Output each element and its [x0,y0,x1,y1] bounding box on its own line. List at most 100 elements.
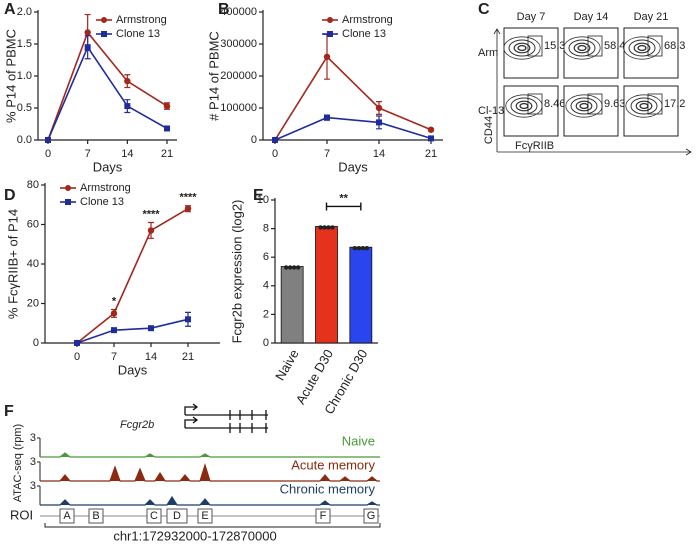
y-tick-label: 2.0 [17,6,32,18]
legend-label: Armstrong [80,182,131,194]
gate [527,35,543,57]
panel-label: A [4,1,16,18]
point [124,103,131,110]
contour [637,44,647,52]
point [148,325,154,332]
point [185,316,191,323]
y-tick-label: 4 [263,280,269,292]
track-name: Naive [342,433,375,448]
point [124,77,131,85]
y-tick-label: 80 [27,179,39,191]
point [375,104,383,112]
track-max: 3 [30,432,36,444]
gate [647,93,663,115]
row-label: Arm [478,47,498,59]
signal-track [40,462,380,482]
x-tick-label: 7 [111,351,117,363]
x-tick-label: 0 [74,351,80,363]
y-tick-label: 0 [33,337,39,349]
contour [515,100,533,112]
roi-label: B [92,510,99,522]
track-max: 3 [30,480,36,492]
point [428,135,434,142]
bar [315,226,338,344]
point [74,340,80,346]
panel-label: F [4,403,14,420]
column-label: Day 7 [517,11,546,23]
replicate-dot [326,225,331,230]
row-label: Cl-13 [478,105,504,117]
y-tick-label: 40 [27,258,39,270]
point [324,114,330,121]
replicate-dot [318,225,323,230]
legend-label: Armstrong [116,14,167,26]
legend-marker [65,185,71,191]
replicate-dot [330,225,335,230]
y-tick-label: 2 [263,308,269,320]
contour [575,100,593,112]
y-tick-label: 100000 [220,102,257,114]
legend-label: Clone 13 [116,28,160,40]
legend-marker [327,31,333,37]
y-axis-title: Fcgr2b expression (log2) [229,200,244,344]
x-axis-title: Days [118,362,148,377]
axis-arrow [493,28,692,156]
point [111,327,117,334]
x-tick-label: 14 [121,148,133,160]
x-tick-label: 7 [324,148,330,160]
plot-frame [563,85,619,137]
plot-frame [623,85,679,137]
gate [647,35,663,57]
x-axis-title: Days [93,159,123,174]
panel-label: D [4,187,16,204]
y-tick-label: 300000 [220,38,257,50]
contour [630,97,658,115]
signal-track [40,495,380,506]
roi-box [59,508,75,524]
legend-marker [65,199,71,205]
x-tick-label: 7 [85,148,91,160]
gate-value: 68.3 [664,40,685,52]
panel-label: E [253,187,264,204]
x-tick-label: 21 [425,148,437,160]
replicate-dot [360,245,366,251]
x-tick-label: 0 [45,148,51,160]
significance: **** [179,192,197,204]
replicate-dot [283,265,289,270]
column-label: Day 14 [574,11,609,23]
contour [517,44,527,52]
roi-label: E [201,510,208,522]
replicate-dot [322,225,327,230]
region-bracket [44,523,381,528]
roi-box [315,508,331,524]
contour [563,36,601,60]
gate [587,93,603,115]
bracket [325,202,362,211]
replicate-dot [295,265,301,270]
point [323,53,331,60]
y-axis-title: ATAC-seq (rpm) [12,424,24,502]
gate [527,93,543,115]
column-label: Day 21 [634,11,669,23]
y-tick-label: 0.5 [17,102,32,114]
x-axis-title: FcγRIIB [515,140,554,152]
series-line [274,116,432,141]
significance: ** [339,192,348,204]
roi-label: D [173,510,181,522]
y-axis-title: % FcγRIIB+ of P14 [5,209,20,319]
plot-frame [503,85,559,137]
contour [635,100,653,112]
y-tick-label: 200000 [220,70,257,82]
track-max: 3 [30,456,36,468]
track-name: Chronic memory [280,481,376,496]
point [110,310,118,317]
y-tick-label: 1.0 [17,70,32,82]
point [84,44,91,51]
y-tick-label: 1.5 [17,38,32,50]
point [427,126,435,133]
significance: * [112,295,117,307]
contour [508,39,536,57]
series-line [76,208,189,344]
point [164,125,170,132]
